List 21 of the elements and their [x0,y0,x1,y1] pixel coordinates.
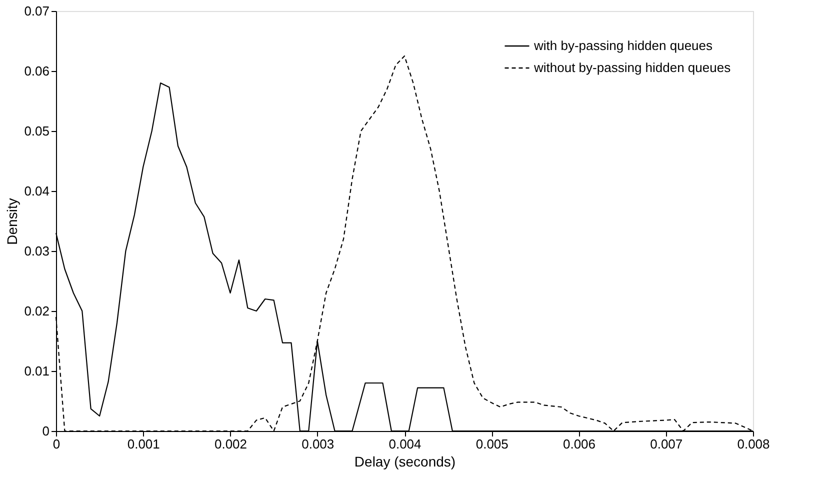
x-tick-label: 0.005 [476,436,508,452]
y-tick-label: 0.06 [24,64,50,78]
y-tick-label: 0.07 [24,4,50,18]
legend-label: without by-passing hidden queues [533,60,732,75]
x-tick-label: 0.006 [562,436,596,452]
y-axis-title: Density [4,198,20,245]
x-tick-label: 0.007 [650,436,683,452]
x-tick-label: 0.002 [214,436,248,452]
x-tick-label: 0.004 [388,436,422,452]
legend-label: with by-passing hidden queues [533,38,714,53]
x-tick-label: 0.001 [127,436,160,452]
y-tick-label: 0.03 [24,244,50,258]
x-tick-label: 0 [52,436,60,452]
y-tick-label: 0 [42,424,50,438]
x-tick-label: 0.008 [737,436,770,452]
x-axis-title: Delay (seconds) [354,454,456,470]
y-tick-label: 0.02 [24,304,50,318]
x-tick-label: 0.003 [302,436,334,452]
y-tick-label: 0.01 [24,364,50,378]
y-tick-label: 0.04 [24,184,50,198]
y-tick-label: 0.05 [24,124,50,138]
